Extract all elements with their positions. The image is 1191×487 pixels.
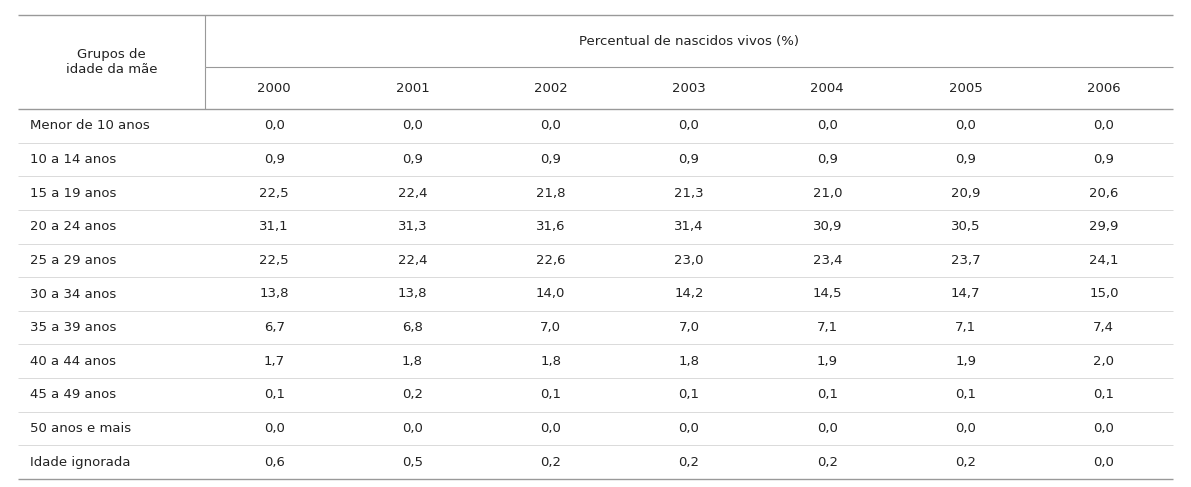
Text: 2004: 2004	[810, 81, 844, 94]
Text: 0,0: 0,0	[817, 422, 837, 435]
Text: 0,9: 0,9	[1093, 153, 1115, 166]
Text: 2000: 2000	[257, 81, 291, 94]
Text: 0,9: 0,9	[955, 153, 975, 166]
Text: 13,8: 13,8	[398, 287, 428, 300]
Text: 1,9: 1,9	[817, 355, 837, 368]
Text: 0,1: 0,1	[1093, 389, 1115, 401]
Text: 0,9: 0,9	[263, 153, 285, 166]
Text: 0,0: 0,0	[679, 422, 699, 435]
Text: 0,2: 0,2	[541, 456, 561, 468]
Text: 0,0: 0,0	[955, 422, 975, 435]
Text: 6,7: 6,7	[263, 321, 285, 334]
Text: 1,9: 1,9	[955, 355, 977, 368]
Text: 6,8: 6,8	[403, 321, 423, 334]
Text: 2003: 2003	[672, 81, 706, 94]
Text: 21,8: 21,8	[536, 187, 566, 200]
Text: 14,2: 14,2	[674, 287, 704, 300]
Text: 23,0: 23,0	[674, 254, 704, 267]
Text: 0,1: 0,1	[955, 389, 977, 401]
Text: Percentual de nascidos vivos (%): Percentual de nascidos vivos (%)	[579, 35, 799, 48]
Text: 31,1: 31,1	[260, 220, 289, 233]
Text: 0,5: 0,5	[401, 456, 423, 468]
Text: 0,2: 0,2	[817, 456, 837, 468]
Text: 50 anos e mais: 50 anos e mais	[30, 422, 131, 435]
Text: 21,3: 21,3	[674, 187, 704, 200]
Text: 20 a 24 anos: 20 a 24 anos	[30, 220, 117, 233]
Text: 22,4: 22,4	[398, 187, 428, 200]
Text: 0,0: 0,0	[403, 422, 423, 435]
Text: 14,5: 14,5	[812, 287, 842, 300]
Text: 30 a 34 anos: 30 a 34 anos	[30, 287, 117, 300]
Text: 30,9: 30,9	[812, 220, 842, 233]
Text: 10 a 14 anos: 10 a 14 anos	[30, 153, 117, 166]
Text: 21,0: 21,0	[812, 187, 842, 200]
Text: 2005: 2005	[949, 81, 983, 94]
Text: 0,0: 0,0	[955, 119, 975, 132]
Text: 1,8: 1,8	[401, 355, 423, 368]
Text: 0,2: 0,2	[955, 456, 977, 468]
Text: 0,1: 0,1	[541, 389, 561, 401]
Text: 1,8: 1,8	[679, 355, 699, 368]
Text: 7,4: 7,4	[1093, 321, 1115, 334]
Text: 7,0: 7,0	[541, 321, 561, 334]
Text: 35 a 39 anos: 35 a 39 anos	[30, 321, 117, 334]
Text: 0,0: 0,0	[679, 119, 699, 132]
Text: Idade ignorada: Idade ignorada	[30, 456, 131, 468]
Text: 0,0: 0,0	[817, 119, 837, 132]
Text: 0,0: 0,0	[403, 119, 423, 132]
Text: 23,4: 23,4	[812, 254, 842, 267]
Text: 14,0: 14,0	[536, 287, 566, 300]
Text: 1,7: 1,7	[263, 355, 285, 368]
Text: 31,4: 31,4	[674, 220, 704, 233]
Text: 0,0: 0,0	[1093, 119, 1115, 132]
Text: 29,9: 29,9	[1090, 220, 1118, 233]
Text: 31,3: 31,3	[398, 220, 428, 233]
Text: 25 a 29 anos: 25 a 29 anos	[30, 254, 117, 267]
Text: 20,9: 20,9	[950, 187, 980, 200]
Text: 0,9: 0,9	[679, 153, 699, 166]
Text: 0,0: 0,0	[541, 119, 561, 132]
Text: 0,0: 0,0	[263, 119, 285, 132]
Text: 22,4: 22,4	[398, 254, 428, 267]
Text: 40 a 44 anos: 40 a 44 anos	[30, 355, 116, 368]
Text: 2,0: 2,0	[1093, 355, 1115, 368]
Text: 22,5: 22,5	[260, 187, 289, 200]
Text: 22,5: 22,5	[260, 254, 289, 267]
Text: 45 a 49 anos: 45 a 49 anos	[30, 389, 117, 401]
Text: 0,2: 0,2	[401, 389, 423, 401]
Text: 2002: 2002	[534, 81, 568, 94]
Text: 2006: 2006	[1087, 81, 1121, 94]
Text: 7,0: 7,0	[679, 321, 699, 334]
Text: 30,5: 30,5	[950, 220, 980, 233]
Text: 0,9: 0,9	[817, 153, 837, 166]
Text: 0,9: 0,9	[403, 153, 423, 166]
Text: 13,8: 13,8	[260, 287, 289, 300]
Text: 0,9: 0,9	[541, 153, 561, 166]
Text: 7,1: 7,1	[817, 321, 837, 334]
Text: 0,6: 0,6	[263, 456, 285, 468]
Text: 0,1: 0,1	[263, 389, 285, 401]
Text: 2001: 2001	[395, 81, 429, 94]
Text: 22,6: 22,6	[536, 254, 566, 267]
Text: Menor de 10 anos: Menor de 10 anos	[30, 119, 150, 132]
Text: 0,0: 0,0	[541, 422, 561, 435]
Text: 0,0: 0,0	[1093, 422, 1115, 435]
Text: 0,0: 0,0	[1093, 456, 1115, 468]
Text: 14,7: 14,7	[950, 287, 980, 300]
Text: Grupos de
idade da mãe: Grupos de idade da mãe	[66, 48, 157, 76]
Text: 23,7: 23,7	[950, 254, 980, 267]
Text: 0,0: 0,0	[263, 422, 285, 435]
Text: 7,1: 7,1	[955, 321, 977, 334]
Text: 1,8: 1,8	[541, 355, 561, 368]
Text: 31,6: 31,6	[536, 220, 566, 233]
Text: 0,1: 0,1	[817, 389, 837, 401]
Text: 20,6: 20,6	[1090, 187, 1118, 200]
Text: 0,1: 0,1	[679, 389, 699, 401]
Text: 15,0: 15,0	[1089, 287, 1118, 300]
Text: 0,2: 0,2	[679, 456, 699, 468]
Text: 15 a 19 anos: 15 a 19 anos	[30, 187, 117, 200]
Text: 24,1: 24,1	[1089, 254, 1118, 267]
